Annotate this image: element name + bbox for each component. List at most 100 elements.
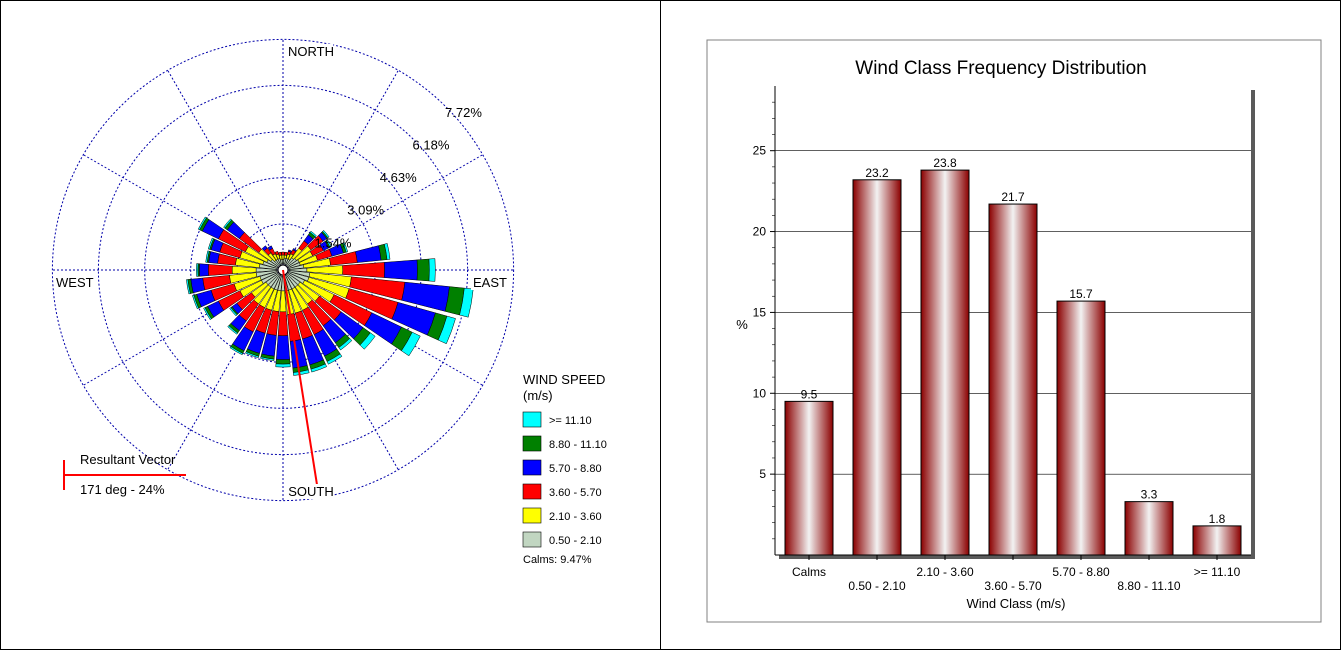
petal-310-bin-5 (223, 218, 233, 229)
bar-value-label-4: 15.7 (1069, 287, 1093, 301)
petal-60-bin-5 (325, 239, 332, 248)
petal-290-bin-5 (207, 237, 214, 250)
bar-3 (988, 203, 1038, 556)
bar-0 (784, 400, 834, 556)
petal-110-bin-5 (437, 315, 456, 345)
bar-value-label-3: 21.7 (1001, 190, 1025, 204)
direction-label-west: WEST (56, 275, 94, 290)
petal-230-bin-5 (229, 307, 238, 317)
direction-label-east: EAST (473, 275, 507, 290)
petal-150-bin-5 (326, 353, 343, 365)
petal-130-bin-5 (359, 332, 376, 350)
petal-270-bin-1 (231, 265, 257, 275)
petal-90-bin-4 (416, 258, 430, 282)
direction-label-north: NORTH (288, 44, 334, 59)
petal-190-bin-5 (260, 356, 275, 361)
bar-5 (1124, 501, 1174, 556)
y-axis-label: % (736, 317, 748, 332)
legend-item-2: 5.70 - 8.80 (549, 463, 602, 475)
petal-180-bin-5 (275, 363, 291, 368)
x-tick-label-1: 0.50 - 2.10 (848, 579, 906, 593)
petal-270-bin-2 (208, 264, 233, 276)
ring-label-3: 4.63% (380, 170, 417, 185)
y-tick-label: 15 (753, 305, 767, 319)
bar-value-label-6: 1.8 (1209, 512, 1226, 526)
petal-70-bin-5 (342, 242, 349, 253)
petal-280-bin-5 (205, 250, 210, 263)
petal-20-bin-3 (287, 249, 292, 253)
x-tick-label-0: Calms (792, 565, 826, 579)
direction-labels: NORTH EAST SOUTH WEST (54, 44, 507, 499)
legend-item-0: >= 11.10 (549, 415, 592, 427)
legend-swatch-2 (522, 459, 542, 476)
x-tick-label-6: >= 11.10 (1194, 565, 1241, 579)
x-tick-label-3: 3.60 - 5.70 (984, 579, 1042, 593)
grid-ring-5 (51, 38, 515, 502)
direction-label-bg (289, 484, 333, 499)
legend-swatch-3 (522, 483, 542, 500)
legend: >= 11.10 8.80 - 11.10 5.70 - 8.80 3.60 - 5.… (522, 411, 607, 548)
x-axis-label: Wind Class (m/s) (967, 596, 1066, 611)
petal-270-bin-5 (196, 263, 199, 277)
y-tick-label: 20 (753, 225, 767, 239)
bar-2 (920, 169, 970, 556)
petal-330-bin-3 (267, 245, 273, 251)
petal-270-bin-3 (199, 263, 209, 277)
legend-item-1: 8.80 - 11.10 (549, 439, 607, 451)
legend-title: WIND SPEED (523, 372, 605, 387)
y-ticks: 5 10 15 20 25 (753, 101, 775, 540)
y-tick-label: 5 (759, 467, 766, 481)
y-tick-label: 25 (753, 144, 767, 158)
wind-class-bar-chart: Wind Class Frequency Distribution 9.5 23.… (706, 39, 1322, 623)
resultant-vector-line (282, 269, 320, 498)
resultant-vector-label: Resultant Vector (80, 452, 176, 467)
direction-label-bg (289, 44, 333, 59)
ring-label-2: 3.09% (347, 203, 384, 218)
petal-80-bin-5 (384, 243, 391, 260)
petal-170-bin-5 (292, 369, 310, 376)
bar-value-label-5: 3.3 (1141, 488, 1158, 502)
wind-rose-chart: 1.54% 3.09% 4.63% 6.18% 7.72% NORTH EAST SOUTH… (51, 38, 607, 566)
legend-item-5: 0.50 - 2.10 (549, 535, 602, 547)
petal-0-bin-1 (281, 254, 285, 260)
petal-200-bin-5 (245, 351, 260, 359)
bar-chart-title: Wind Class Frequency Distribution (855, 58, 1146, 79)
ring-label-4: 6.18% (413, 137, 450, 152)
ring-label-1: 1.54% (315, 235, 352, 250)
petal-90-bin-2 (342, 262, 385, 278)
direction-label-south: SOUTH (288, 484, 334, 499)
legend-units: (m/s) (523, 388, 553, 403)
petal-50-bin-5 (322, 229, 330, 239)
petal-350-bin-2 (278, 251, 282, 256)
petal-300-bin-5 (197, 216, 207, 231)
direction-label-bg (471, 275, 507, 290)
legend-swatch-5 (522, 531, 542, 548)
rose-petals (186, 216, 474, 376)
petal-100-bin-5 (459, 287, 474, 318)
petal-210-bin-5 (229, 346, 244, 356)
petal-40-bin-5 (309, 230, 317, 238)
petal-340-bin-2 (274, 250, 279, 256)
petal-180-bin-3 (276, 335, 290, 360)
petal-320-bin-3 (261, 245, 268, 252)
legend-swatch-0 (522, 411, 542, 428)
bar-1 (852, 179, 902, 556)
petal-0-bin-2 (281, 251, 285, 256)
legend-swatch-1 (522, 435, 542, 452)
panel-divider (660, 0, 661, 650)
ring-labels: 1.54% 3.09% 4.63% 6.18% 7.72% (315, 105, 483, 251)
x-ticks: Calms 0.50 - 2.10 2.10 - 3.60 3.60 - 5.70 5.… (792, 555, 1241, 593)
legend-calms: Calms: 9.47% (523, 554, 592, 566)
petal-10-bin-2 (284, 251, 288, 256)
legend-swatch-4 (522, 507, 542, 524)
petal-180-bin-4 (275, 359, 291, 365)
petal-30-bin-3 (292, 248, 297, 252)
bar-6 (1192, 525, 1242, 556)
petal-140-bin-5 (338, 338, 353, 351)
petal-90-bin-3 (384, 259, 418, 281)
petal-250-bin-5 (192, 294, 199, 310)
bar-value-label-2: 23.8 (933, 156, 957, 170)
x-tick-label-5: 8.80 - 11.10 (1117, 579, 1180, 593)
direction-label-bg (54, 275, 90, 290)
petal-180-bin-2 (277, 311, 289, 336)
